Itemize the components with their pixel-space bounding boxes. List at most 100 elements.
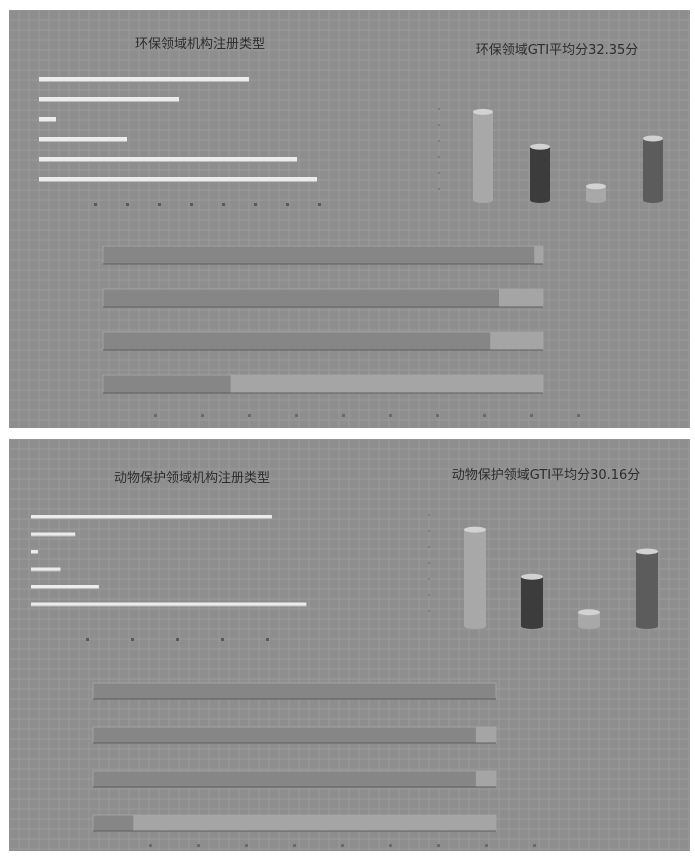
gti-score-bar-cap: [464, 526, 486, 533]
registration-type-bar: [39, 77, 249, 82]
grid-lines: [9, 10, 690, 428]
x-axis-tick: [293, 844, 296, 847]
share-bar-fill: [499, 289, 543, 307]
registration-type-bar: [31, 602, 307, 607]
share-bar-track: [92, 770, 497, 788]
x-axis-tick: [149, 844, 152, 847]
gti-average-chart-title: 环保领域GTI平均分32.35分: [476, 43, 639, 58]
x-axis-tick: [318, 203, 321, 206]
bar-shadow: [31, 553, 38, 554]
x-axis-tick: [197, 844, 200, 847]
x-axis-tick: [126, 203, 129, 206]
registration-type-bar: [39, 157, 297, 162]
gti-score-bar: [530, 146, 550, 200]
chart-panel-animal-protection: 动物保护领域机构注册类型 动物保护领域GTI平均分30.16分: [9, 439, 690, 851]
gti-score-bar: [643, 138, 663, 200]
registration-type-bar: [31, 567, 61, 572]
gti-score-bar-cap: [473, 108, 493, 115]
x-axis-tick: [483, 414, 486, 417]
gti-score-bar: [586, 186, 606, 200]
gti-score-bar-cap: [530, 143, 550, 150]
x-axis-tick: [201, 414, 204, 417]
gti-score-bar-base: [464, 623, 486, 629]
registration-type-bar: [39, 97, 179, 102]
bar-shadow: [39, 181, 317, 182]
x-axis-tick: [389, 414, 392, 417]
x-axis-tick: [533, 844, 536, 847]
gti-score-bar-base: [586, 197, 606, 203]
bar-shadow: [31, 535, 76, 537]
x-axis-tick: [577, 414, 580, 417]
share-bar-track: [102, 245, 544, 265]
gti-score-bar-base: [530, 197, 550, 203]
gti-score-bar-cap: [636, 548, 658, 555]
category-share-bars: [102, 245, 580, 417]
registration-type-bar: [39, 177, 317, 182]
registration-type-bar: [31, 515, 272, 519]
share-bar-fill: [133, 815, 497, 831]
registration-type-chart-title: 环保领域机构注册类型: [135, 37, 265, 52]
gti-score-bar-base: [578, 623, 600, 629]
x-axis-tick: [530, 414, 533, 417]
x-axis-tick: [341, 844, 344, 847]
share-bar-track: [92, 726, 497, 744]
x-axis-tick: [254, 203, 257, 206]
bar-shadow: [39, 161, 297, 162]
gti-score-bar-base: [521, 623, 543, 629]
chart-panel-environment: 环保领域机构注册类型 环保领域GTI平均分32.35分: [9, 10, 690, 428]
chart-canvas-environment: 环保领域机构注册类型 环保领域GTI平均分32.35分: [9, 10, 690, 428]
category-share-bars: [92, 682, 536, 847]
registration-type-bars: [31, 515, 307, 641]
share-bar-fill: [475, 771, 496, 787]
registration-type-bar: [39, 117, 56, 122]
x-axis-tick: [389, 844, 392, 847]
gti-score-bars: [428, 514, 658, 629]
gti-average-chart-title: 动物保护领域GTI平均分30.16分: [452, 468, 641, 483]
share-bar-track: [102, 331, 544, 351]
x-axis-tick: [437, 844, 440, 847]
x-axis-tick: [176, 638, 179, 641]
gti-score-bars: [438, 108, 663, 203]
gti-score-bar: [464, 529, 486, 626]
x-axis-tick: [154, 414, 157, 417]
registration-type-bar: [31, 550, 38, 554]
registration-type-chart-title: 动物保护领域机构注册类型: [114, 471, 270, 486]
bar-shadow: [31, 605, 307, 607]
bar-shadow: [39, 101, 179, 102]
bar-shadow: [31, 588, 99, 589]
gti-score-bar-cap: [643, 135, 663, 142]
x-axis-tick: [248, 414, 251, 417]
gti-score-bar-base: [636, 623, 658, 629]
registration-type-bar: [31, 532, 76, 537]
share-bar-fill: [230, 375, 543, 393]
gti-score-bar-cap: [521, 573, 543, 580]
bar-shadow: [39, 141, 127, 142]
gti-score-bar: [521, 576, 543, 626]
registration-type-bar: [31, 585, 99, 589]
x-axis-tick: [86, 638, 89, 641]
x-axis-tick: [286, 203, 289, 206]
bar-shadow: [31, 570, 61, 572]
x-axis-tick: [245, 844, 248, 847]
share-bar-track: [92, 682, 497, 700]
registration-type-bar: [39, 137, 127, 142]
grid-lines: [9, 439, 690, 851]
bar-shadow: [31, 518, 272, 519]
gti-score-bar-base: [643, 197, 663, 203]
chart-canvas-animal-protection: 动物保护领域机构注册类型 动物保护领域GTI平均分30.16分: [9, 439, 690, 851]
gti-score-bar-cap: [578, 609, 600, 616]
share-bar-fill: [490, 332, 543, 350]
bar-shadow: [39, 81, 249, 82]
x-axis-tick: [190, 203, 193, 206]
share-bar-fill: [475, 727, 496, 743]
x-axis-tick: [342, 414, 345, 417]
x-axis-tick: [485, 844, 488, 847]
gti-score-bar: [636, 551, 658, 626]
bar-shadow: [39, 121, 56, 122]
gti-score-bar: [473, 111, 493, 200]
gti-score-bar: [578, 612, 600, 626]
gti-score-bar-base: [473, 197, 493, 203]
x-axis-tick: [131, 638, 134, 641]
x-axis-tick: [222, 203, 225, 206]
share-bar-track: [102, 288, 544, 308]
